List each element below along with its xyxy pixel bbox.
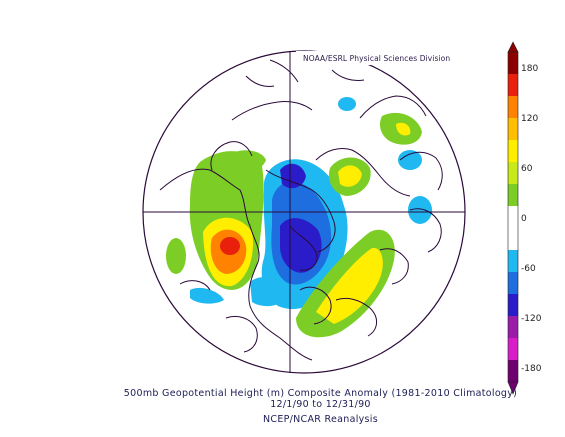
caption-source: NCEP/NCAR Reanalysis [262, 414, 378, 425]
anomaly-negative-small-4 [408, 196, 432, 224]
anomaly-positive-east-asia-mid [396, 122, 411, 136]
colorbar-band [508, 360, 518, 383]
colorbar-tick-label: -180 [521, 364, 542, 374]
colorbar-band [508, 338, 518, 361]
caption-title: 500mb Geopotential Height (m) Composite … [123, 388, 518, 399]
colorbar-band [508, 228, 518, 251]
anomaly-negative-southwest [250, 277, 290, 307]
colorbar-tick-label: 120 [521, 114, 539, 124]
anomaly-positive-small-west [166, 238, 186, 274]
colorbar-arrow-top [507, 41, 519, 53]
anomaly-positive-siberia-mid [338, 165, 362, 187]
colorbar-band [508, 162, 518, 185]
colorbar-band [508, 96, 518, 119]
anomaly-negative-northeast [280, 163, 306, 189]
anomaly-positive-west-max [220, 237, 240, 255]
anomaly-positive-north-pacific [228, 150, 266, 171]
credit-text: NOAA/ESRL Physical Sciences Division [303, 54, 451, 63]
colorbar-band [508, 74, 518, 97]
colorbar-tick-label: -60 [521, 264, 536, 274]
colorbar-tick-label: -120 [521, 314, 542, 324]
colorbar-band [508, 316, 518, 339]
colorbar-band [508, 52, 518, 75]
credit-box [296, 51, 460, 65]
colorbar-band [508, 294, 518, 317]
colorbar-tick-label: 180 [521, 64, 539, 74]
caption-dates: 12/1/90 to 12/31/90 [270, 399, 371, 410]
colorbar-tick-label: 60 [521, 164, 533, 174]
colorbar-band [508, 118, 518, 141]
anomaly-negative-small-3 [398, 150, 422, 170]
colorbar-band [508, 206, 518, 229]
colorbar-band [508, 184, 518, 207]
anomaly-positive-atlantic-mid [316, 247, 383, 324]
anomaly-negative-small-1 [190, 287, 224, 304]
colorbar-band [508, 272, 518, 295]
colorbar-tick-label: 0 [521, 214, 527, 224]
colorbar-arrow-bottom [507, 381, 519, 395]
anomaly-negative-small-2 [338, 97, 356, 111]
colorbar [507, 41, 519, 395]
colorbar-band [508, 250, 518, 273]
coastlines [159, 59, 443, 361]
colorbar-band [508, 140, 518, 163]
